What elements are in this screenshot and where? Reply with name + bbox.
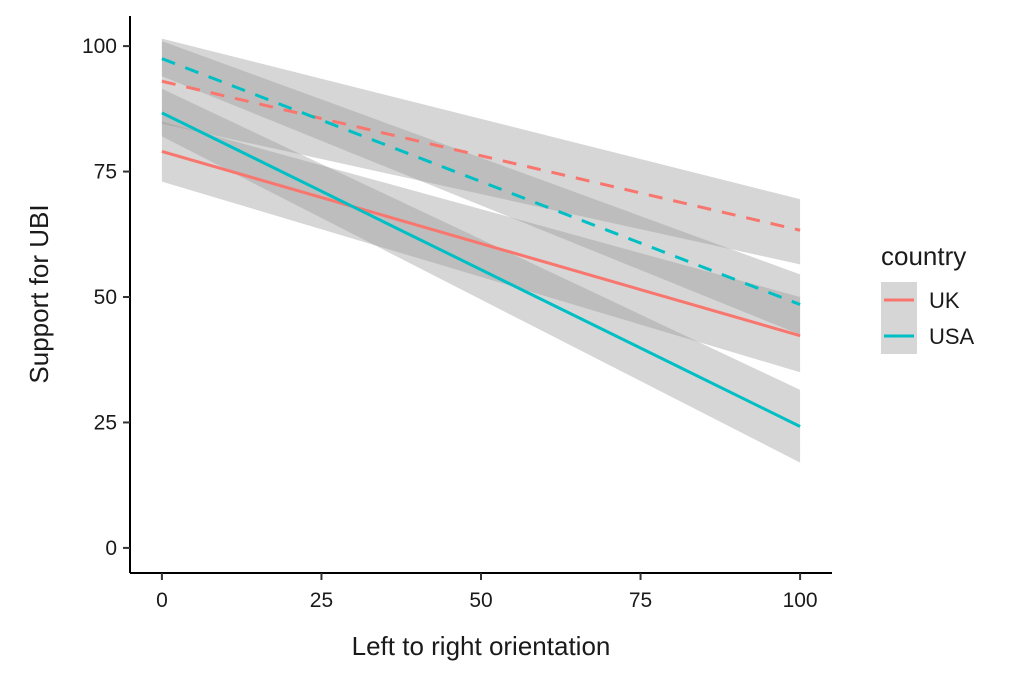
x-tick-label-0: 0 xyxy=(156,589,168,612)
y-tick-label-25: 25 xyxy=(94,411,117,434)
y-tick-label-50: 50 xyxy=(94,286,117,309)
x-tick-label-75: 75 xyxy=(629,589,652,612)
x-tick-label-50: 50 xyxy=(469,589,492,612)
legend-title: country xyxy=(881,241,966,271)
confidence-bands xyxy=(161,38,801,463)
series-line-uk-dashed xyxy=(161,79,801,232)
ci-band-uk-solid xyxy=(161,121,801,373)
axes: 0 25 50 75 100 0 25 50 75 100 xyxy=(82,16,832,612)
series-line-usa-dashed xyxy=(161,57,801,306)
series-lines xyxy=(161,57,801,428)
y-tick-label-0: 0 xyxy=(105,537,117,560)
y-axis-title: Support for UBI xyxy=(24,204,54,383)
legend-label-uk: UK xyxy=(929,288,960,313)
y-tick-label-100: 100 xyxy=(82,35,117,58)
series-line-uk-solid xyxy=(161,150,801,338)
ci-band-uk-dashed xyxy=(161,38,801,265)
legend: country UK USA xyxy=(881,241,975,354)
y-tick-label-75: 75 xyxy=(94,161,117,184)
x-tick-label-25: 25 xyxy=(310,589,333,612)
ci-band-usa-dashed xyxy=(161,41,801,335)
x-axis-title: Left to right orientation xyxy=(352,631,611,661)
series-line-usa-solid xyxy=(161,111,801,428)
x-tick-label-100: 100 xyxy=(783,589,818,612)
legend-label-usa: USA xyxy=(929,324,975,349)
ci-band-usa-solid xyxy=(161,88,801,463)
